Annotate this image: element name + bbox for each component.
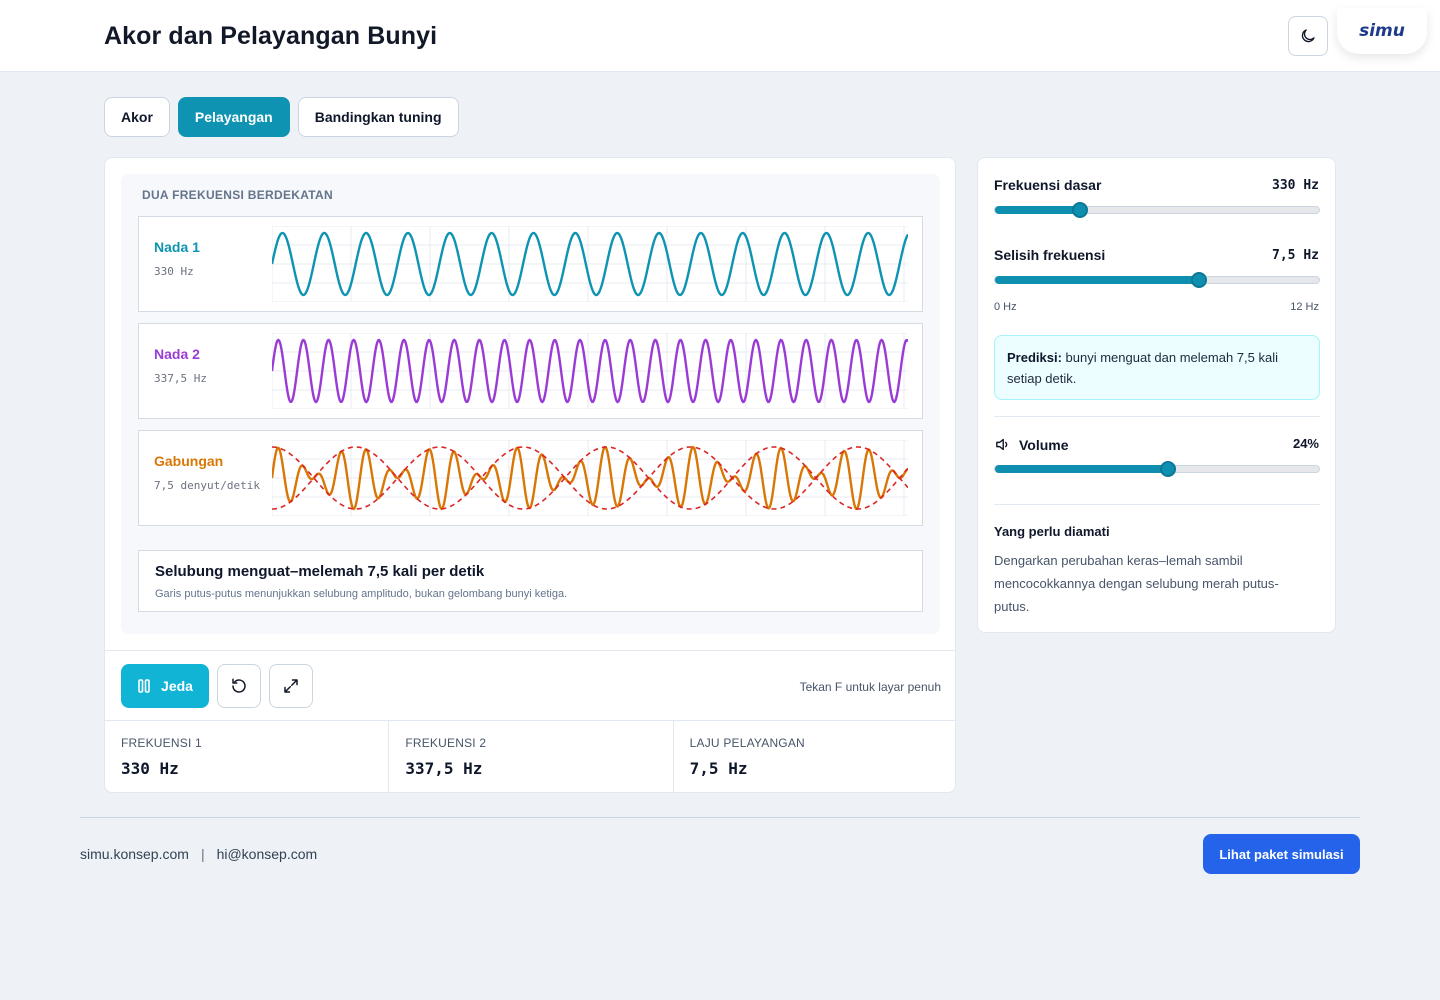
base-frequency-value: 330 Hz	[1272, 178, 1319, 193]
stat-frekuensi-1: FREKUENSI 1 330 Hz	[105, 721, 390, 792]
reset-icon	[232, 678, 246, 693]
mode-tabs: Akor Pelayangan Bandingkan tuning	[104, 97, 459, 137]
visualization-heading: DUA FREKUENSI BERDEKATAN	[142, 188, 333, 202]
wave-line-nada-2	[272, 338, 908, 404]
stat-laju-pelayangan: LAJU PELAYANGAN 7,5 Hz	[674, 721, 955, 792]
view-packages-button[interactable]: Lihat paket simulasi	[1203, 834, 1360, 874]
base-frequency-slider[interactable]	[994, 202, 1320, 218]
wave-plot-nada-2	[272, 333, 908, 409]
volume-value: 24%	[1292, 436, 1319, 451]
wave-line-gabungan	[272, 445, 908, 511]
envelope-upper	[272, 446, 908, 480]
observation-text: Dengarkan perubahan keras–lemah sambil m…	[994, 553, 1279, 614]
slider-thumb[interactable]	[1071, 202, 1088, 218]
summary-note: Garis putus-putus menunjukkan selubung a…	[155, 588, 568, 600]
theme-toggle-button[interactable]	[1288, 16, 1328, 56]
stat-label: FREKUENSI 1	[121, 736, 202, 750]
wave-detail: 337,5 Hz	[154, 372, 207, 385]
base-frequency-label: Frekuensi dasar	[994, 177, 1102, 193]
prediction-box: Prediksi: bunyi menguat dan melemah 7,5 …	[994, 335, 1320, 400]
control-panel: Frekuensi dasar 330 Hz Selisih frekuensi…	[977, 157, 1336, 633]
wave-plot-nada-1	[272, 226, 908, 302]
top-bar: Akor dan Pelayangan Bunyi simu	[0, 0, 1440, 72]
wave-panel-nada-1: Nada 1 330 Hz	[138, 216, 923, 312]
reset-button[interactable]	[217, 664, 261, 708]
slider-fill	[995, 206, 1080, 214]
frequency-difference-slider[interactable]	[994, 272, 1320, 288]
pause-button-label: Jeda	[161, 678, 193, 694]
wave-plot-gabungan	[272, 440, 908, 516]
envelope-lower	[272, 476, 908, 510]
stats-row: FREKUENSI 1 330 Hz FREKUENSI 2 337,5 Hz …	[105, 720, 955, 792]
slider-fill	[995, 465, 1168, 473]
email-link[interactable]: hi@konsep.com	[216, 846, 318, 862]
tab-bandingkan-tuning[interactable]: Bandingkan tuning	[297, 97, 459, 137]
wave-detail: 7,5 denyut/detik	[154, 479, 260, 492]
frequency-difference-value: 7,5 Hz	[1272, 248, 1319, 263]
volume-label-row: Volume	[994, 436, 1069, 453]
observation-title: Yang perlu diamati	[994, 524, 1110, 539]
stat-value: 337,5 Hz	[405, 759, 483, 778]
beat-summary: Selubung menguat–melemah 7,5 kali per de…	[138, 550, 923, 612]
frequency-difference-label: Selisih frekuensi	[994, 247, 1106, 263]
pause-button[interactable]: Jeda	[121, 664, 209, 708]
wave-panel-nada-2: Nada 2 337,5 Hz	[138, 323, 923, 419]
stat-label: LAJU PELAYANGAN	[689, 736, 805, 750]
brand-logo[interactable]: simu	[1337, 8, 1427, 54]
footer-separator: |	[200, 846, 205, 862]
wave-name: Gabungan	[154, 453, 224, 469]
volume-slider[interactable]	[994, 461, 1320, 477]
stat-frekuensi-2: FREKUENSI 2 337,5 Hz	[389, 721, 674, 792]
moon-icon	[1301, 29, 1315, 43]
slider-thumb[interactable]	[1190, 272, 1207, 288]
footer-links: simu.konsep.com | hi@konsep.com	[80, 846, 317, 862]
site-link[interactable]: simu.konsep.com	[80, 846, 189, 862]
keyboard-hint: Tekan F untuk layar penuh	[799, 680, 941, 694]
tab-pelayangan[interactable]: Pelayangan	[177, 97, 290, 137]
slider-thumb[interactable]	[1159, 461, 1176, 477]
volume-label: Volume	[1019, 436, 1069, 453]
stat-value: 7,5 Hz	[689, 759, 748, 778]
simulation-card: DUA FREKUENSI BERDEKATAN Nada 1 330 Hz N…	[104, 157, 956, 793]
stat-value: 330 Hz	[121, 759, 179, 778]
range-min-label: 0 Hz	[994, 301, 1017, 313]
footer-divider	[80, 817, 1360, 818]
summary-title: Selubung menguat–melemah 7,5 kali per de…	[155, 563, 485, 580]
fullscreen-button[interactable]	[269, 664, 313, 708]
stat-label: FREKUENSI 2	[405, 736, 487, 750]
wave-name: Nada 1	[154, 239, 200, 255]
range-max-label: 12 Hz	[1290, 301, 1319, 313]
expand-icon	[284, 679, 298, 693]
speaker-icon	[996, 438, 1008, 451]
tab-akor[interactable]: Akor	[104, 97, 170, 137]
logo-text: simu	[1359, 21, 1405, 41]
visualization-area: DUA FREKUENSI BERDEKATAN Nada 1 330 Hz N…	[121, 174, 940, 634]
prediction-text: bunyi menguat dan melemah 7,5 kali setia…	[1007, 350, 1278, 386]
wave-panel-gabungan: Gabungan 7,5 denyut/detik	[138, 430, 923, 526]
wave-name: Nada 2	[154, 346, 200, 362]
wave-detail: 330 Hz	[154, 265, 194, 278]
page-title: Akor dan Pelayangan Bunyi	[104, 22, 438, 50]
pause-icon	[138, 679, 150, 693]
prediction-lead: Prediksi:	[1007, 350, 1062, 365]
divider	[994, 416, 1320, 417]
wave-line-nada-1	[272, 231, 908, 297]
playback-controls: Jeda Tekan F untuk layar penuh	[105, 650, 955, 720]
divider	[994, 504, 1320, 505]
slider-fill	[995, 276, 1199, 284]
